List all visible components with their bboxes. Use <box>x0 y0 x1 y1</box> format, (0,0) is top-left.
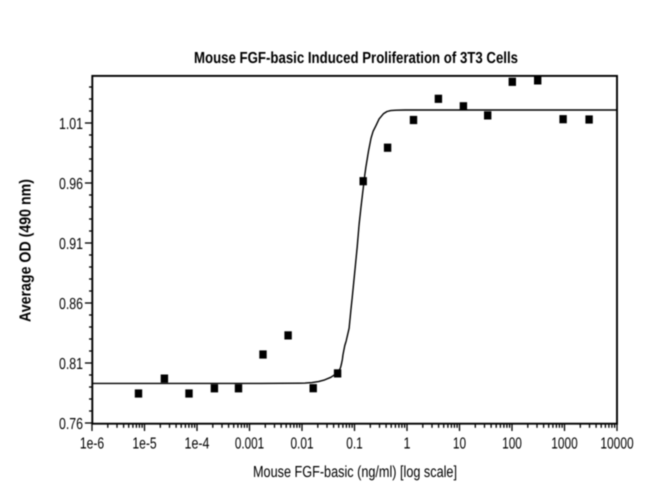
svg-text:1000: 1000 <box>551 436 577 453</box>
svg-text:0.96: 0.96 <box>59 176 83 193</box>
svg-text:0.01: 0.01 <box>290 436 313 453</box>
svg-text:1e-6: 1e-6 <box>80 436 104 453</box>
svg-text:0.86: 0.86 <box>59 296 83 313</box>
svg-text:Mouse FGF-basic (ng/ml) [log s: Mouse FGF-basic (ng/ml) [log scale] <box>253 464 457 481</box>
svg-text:10: 10 <box>453 436 466 453</box>
svg-text:0.001: 0.001 <box>235 436 264 453</box>
svg-text:0.81: 0.81 <box>59 356 83 373</box>
svg-text:0.76: 0.76 <box>59 416 83 433</box>
svg-text:100: 100 <box>502 436 522 453</box>
svg-text:0.91: 0.91 <box>59 236 83 253</box>
svg-text:1e-5: 1e-5 <box>132 436 156 453</box>
svg-text:Mouse FGF-basic Induced Prolif: Mouse FGF-basic Induced Proliferation of… <box>194 50 518 67</box>
svg-text:1e-4: 1e-4 <box>185 436 210 453</box>
svg-text:0.1: 0.1 <box>346 436 363 453</box>
svg-text:10000: 10000 <box>600 436 633 453</box>
svg-text:Average OD (490 nm): Average OD (490 nm) <box>18 179 35 322</box>
svg-text:1: 1 <box>404 436 411 453</box>
svg-text:1.01: 1.01 <box>59 116 83 133</box>
